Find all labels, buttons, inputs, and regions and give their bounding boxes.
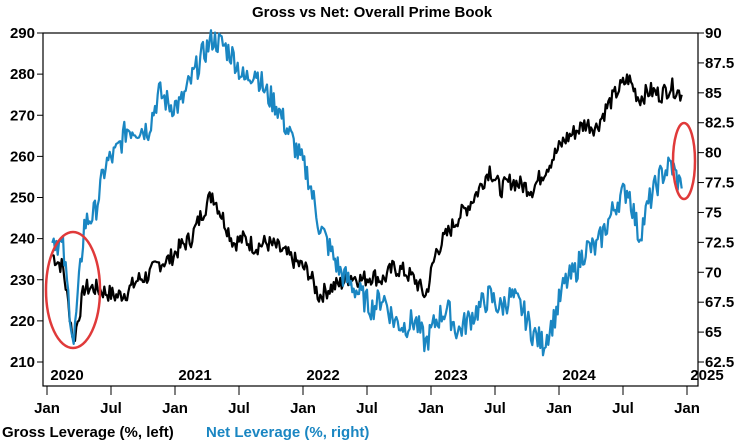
x-tick-label: Jan (162, 400, 188, 417)
left-tick-label: 260 (10, 148, 35, 165)
legend-net: Net Leverage (%, right) (206, 424, 369, 441)
highlight-ellipse-2024 (671, 121, 697, 201)
right-tick-label: 80 (705, 145, 722, 162)
x-tick-label: Jul (100, 400, 122, 417)
plot-frame (42, 32, 699, 387)
x-tick-label: Jul (356, 400, 378, 417)
left-tick-label: 270 (10, 107, 35, 124)
x-tick-label: Jan (418, 400, 444, 417)
x-tick-label: Jan (34, 400, 60, 417)
year-label: 2023 (434, 367, 467, 384)
right-tick-label: 87.5 (705, 55, 734, 72)
left-tick-label: 220 (10, 313, 35, 330)
right-tick-label: 90 (705, 25, 722, 42)
right-tick-label: 72.5 (705, 234, 734, 251)
left-tick-label: 230 (10, 272, 35, 289)
left-tick-label: 280 (10, 66, 35, 83)
right-tick-label: 85 (705, 85, 722, 102)
x-tick-label: Jul (612, 400, 634, 417)
gross-leverage-line (52, 73, 683, 342)
right-tick-label: 70 (705, 264, 722, 281)
highlight-ellipse-2020 (44, 230, 102, 350)
right-tick-label: 65 (705, 324, 722, 341)
year-label: 2022 (306, 367, 339, 384)
right-tick-label: 67.5 (705, 294, 734, 311)
x-tick-label: Jul (228, 400, 250, 417)
right-tick-label: 82.5 (705, 115, 734, 132)
net-leverage-line (51, 29, 683, 357)
right-tick-label: 77.5 (705, 175, 734, 192)
left-tick-label: 290 (10, 25, 35, 42)
year-label: 2021 (178, 367, 211, 384)
right-tick-label: 62.5 (705, 354, 734, 371)
left-tick-label: 210 (10, 354, 35, 371)
legend-gross: Gross Leverage (%, left) (2, 424, 174, 441)
x-tick-label: Jan (546, 400, 572, 417)
x-tick-label: Jul (484, 400, 506, 417)
year-label: 2020 (50, 367, 83, 384)
left-tick-label: 240 (10, 231, 35, 248)
x-tick-label: Jan (290, 400, 316, 417)
left-tick-label: 250 (10, 190, 35, 207)
chart-title: Gross vs Net: Overall Prime Book (252, 4, 493, 21)
year-label: 2025 (690, 367, 723, 384)
right-tick-label: 75 (705, 204, 722, 221)
x-tick-label: Jan (674, 400, 700, 417)
year-label: 2024 (562, 367, 596, 384)
